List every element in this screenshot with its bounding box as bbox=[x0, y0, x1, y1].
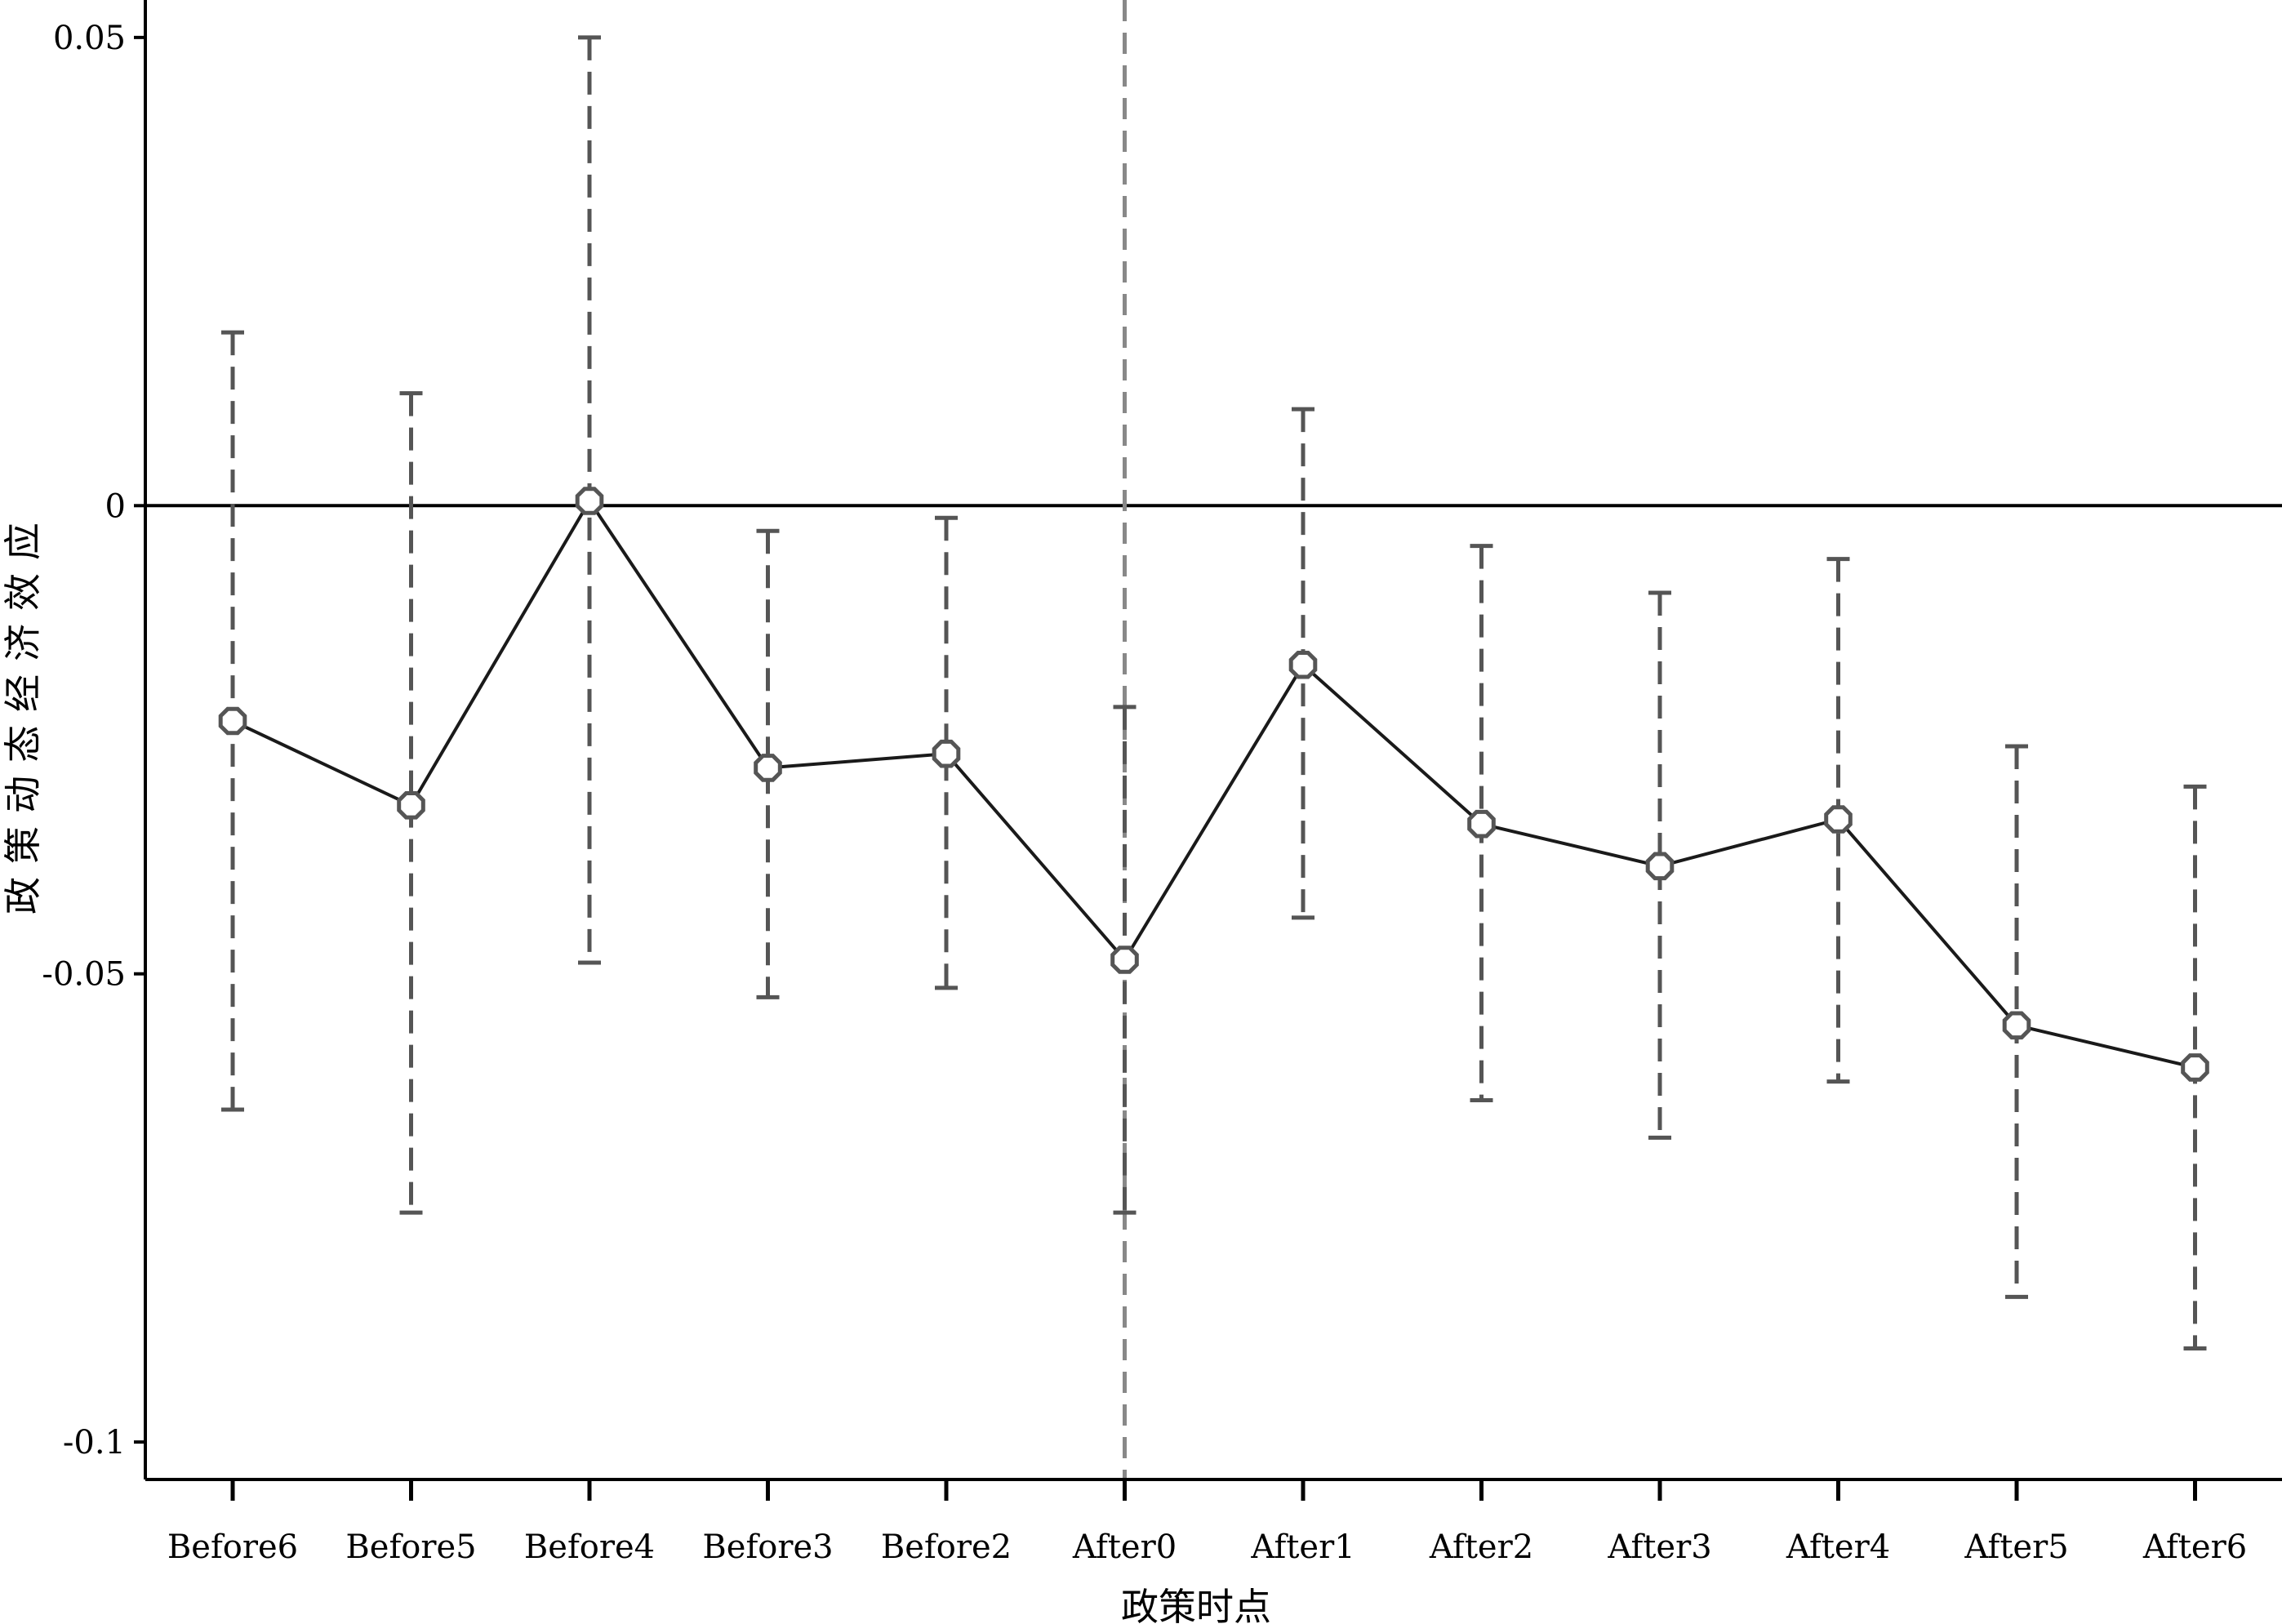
x-tick-label: Before3 bbox=[702, 1528, 833, 1566]
y-tick-label: 0.05 bbox=[53, 20, 126, 57]
plot-area bbox=[145, 0, 2282, 1479]
data-point bbox=[1824, 805, 1853, 834]
data-point bbox=[575, 487, 604, 515]
data-point bbox=[1645, 852, 1675, 881]
series-line bbox=[232, 497, 2195, 1070]
data-point bbox=[932, 739, 961, 768]
x-tick-label: After4 bbox=[1786, 1528, 1890, 1566]
data-point bbox=[218, 706, 247, 736]
y-tick-label: -0.1 bbox=[63, 1424, 126, 1462]
y-tick-label: 0 bbox=[105, 487, 126, 525]
x-tick-label: After6 bbox=[2142, 1528, 2247, 1566]
data-point bbox=[1467, 809, 1496, 839]
x-tick-label: Before5 bbox=[345, 1528, 476, 1566]
x-tick-label: After3 bbox=[1607, 1528, 1711, 1566]
data-point bbox=[754, 754, 782, 782]
data-point bbox=[397, 791, 425, 820]
x-tick-label: After2 bbox=[1429, 1528, 1533, 1566]
x-tick-label: After0 bbox=[1072, 1528, 1177, 1566]
y-axis-ticks: 0.05 0 -0.05 -0.1 bbox=[42, 20, 145, 1462]
x-tick-label: Before2 bbox=[881, 1528, 1012, 1566]
y-axis-title: 政策动态经济效应 bbox=[1, 509, 45, 914]
data-point bbox=[2002, 1011, 2031, 1040]
x-tick-label: After1 bbox=[1250, 1528, 1355, 1566]
data-point bbox=[2181, 1053, 2209, 1082]
x-axis-title: 政策时点 bbox=[1121, 1585, 1271, 1624]
x-tick-label: Before4 bbox=[524, 1528, 655, 1566]
y-tick-label: -0.05 bbox=[42, 956, 126, 994]
axes bbox=[144, 0, 2282, 1481]
data-point bbox=[1110, 945, 1139, 974]
x-tick-label: Before6 bbox=[167, 1528, 298, 1566]
x-tick-label: After5 bbox=[1964, 1528, 2068, 1566]
x-axis-ticks: Before6 Before5 Before4 Before3 Before2 After… bbox=[167, 1479, 2247, 1566]
data-point bbox=[1288, 651, 1318, 679]
